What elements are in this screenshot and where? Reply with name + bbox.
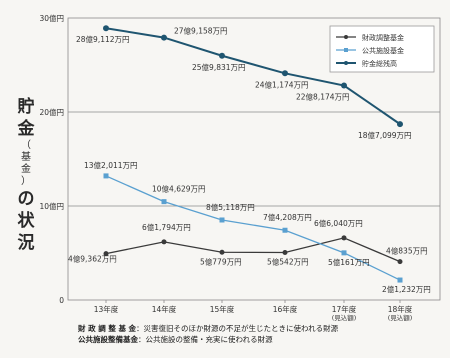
data-label: 18億7,099万円 xyxy=(358,130,412,140)
data-label: 27億9,158万円 xyxy=(174,26,228,36)
data-point xyxy=(103,25,109,32)
x-tick-label: 15年度 xyxy=(210,304,235,314)
data-point xyxy=(161,199,167,205)
x-tick-label: 13年度 xyxy=(94,304,119,314)
data-label: 6億1,794万円 xyxy=(142,222,191,232)
legend-swatch-marker xyxy=(344,48,348,52)
data-label: 5億542万円 xyxy=(267,256,309,266)
side-title-char: 況 xyxy=(17,233,35,253)
footnote-desc: ：公共施設の整備・充実に使われる財源 xyxy=(138,335,273,344)
footnote-term: 財 政 調 整 基 金 xyxy=(78,324,137,333)
legend-label: 公共施設基金 xyxy=(362,46,404,55)
data-point xyxy=(103,251,109,257)
y-tick-label: 10億円 xyxy=(39,201,64,211)
y-tick-label: 0 xyxy=(59,296,64,305)
footnote-line: 財 政 調 整 基 金：災害復旧そのほか財源の不足が生じたときに使われる財源 xyxy=(78,323,448,334)
x-tick-label: 16年度 xyxy=(273,304,298,314)
data-point xyxy=(341,82,347,89)
data-label: 5億161万円 xyxy=(328,257,370,267)
data-label: 4億835万円 xyxy=(386,246,428,256)
footnote-line: 公共施設整備基金：公共施設の整備・充実に使われる財源 xyxy=(78,334,448,345)
data-point xyxy=(282,70,288,77)
data-label: 13億2,011万円 xyxy=(84,160,138,170)
data-label: 6億6,040万円 xyxy=(314,218,363,228)
data-label: 28億9,112万円 xyxy=(76,34,130,44)
side-title-char: （ xyxy=(21,140,31,151)
plot-frame xyxy=(67,17,441,301)
side-title-char: 金 xyxy=(21,164,31,175)
y-tick-label: 30億円 xyxy=(39,13,64,23)
footnote-term: 公共施設整備基金 xyxy=(78,335,138,344)
data-point xyxy=(103,173,109,179)
legend-label: 財政調整基金 xyxy=(362,33,404,42)
legend-label: 貯金総残高 xyxy=(362,59,397,68)
x-tick-label: (見込額) xyxy=(388,313,413,322)
series-line xyxy=(105,175,401,281)
data-label: 5億779万円 xyxy=(200,256,242,266)
data-point xyxy=(397,121,403,128)
data-point xyxy=(397,277,403,283)
data-point xyxy=(282,249,288,255)
data-label: 8億5,118万円 xyxy=(206,202,255,212)
footnotes: 財 政 調 整 基 金：災害復旧そのほか財源の不足が生じたときに使われる財源 公… xyxy=(78,323,448,345)
data-point xyxy=(282,227,288,233)
data-point xyxy=(397,259,403,265)
data-point xyxy=(219,52,225,59)
data-point xyxy=(341,235,347,241)
data-label: 7億4,208万円 xyxy=(263,212,312,222)
side-title-char: 金 xyxy=(17,119,35,139)
legend-swatch-marker xyxy=(344,61,348,65)
data-label: 2億1,232万円 xyxy=(382,284,431,294)
footnote-desc: ：災害復旧そのほか財源の不足が生じたときに使われる財源 xyxy=(136,324,339,333)
x-tick-label: 17年度 xyxy=(332,304,357,314)
side-title-char: の xyxy=(17,189,35,209)
data-label: 22億8,174万円 xyxy=(296,92,350,102)
side-title-char: 状 xyxy=(17,211,35,231)
data-point xyxy=(161,239,167,245)
data-label: 4億9,362万円 xyxy=(68,254,117,264)
side-title-char: ） xyxy=(21,176,31,187)
data-point xyxy=(161,34,167,41)
side-title: 貯 金 （ 基 金 ） の 状 況 xyxy=(6,96,46,254)
x-tick-label: 14年度 xyxy=(152,304,177,314)
legend-swatch-marker xyxy=(344,35,348,39)
data-label: 24億1,174万円 xyxy=(255,79,309,89)
data-label: 25億9,831万円 xyxy=(192,62,246,72)
series-line xyxy=(105,27,401,125)
data-point xyxy=(341,250,347,256)
y-tick-label: 20億円 xyxy=(39,107,64,117)
side-title-char: 基 xyxy=(21,152,31,163)
data-point xyxy=(219,249,225,255)
series-line xyxy=(105,237,401,263)
data-label: 10億4,629万円 xyxy=(152,184,206,194)
x-tick-label: (見込額) xyxy=(332,313,357,322)
x-tick-label: 18年度 xyxy=(388,304,413,314)
data-point xyxy=(219,217,225,223)
side-title-char: 貯 xyxy=(17,97,35,117)
